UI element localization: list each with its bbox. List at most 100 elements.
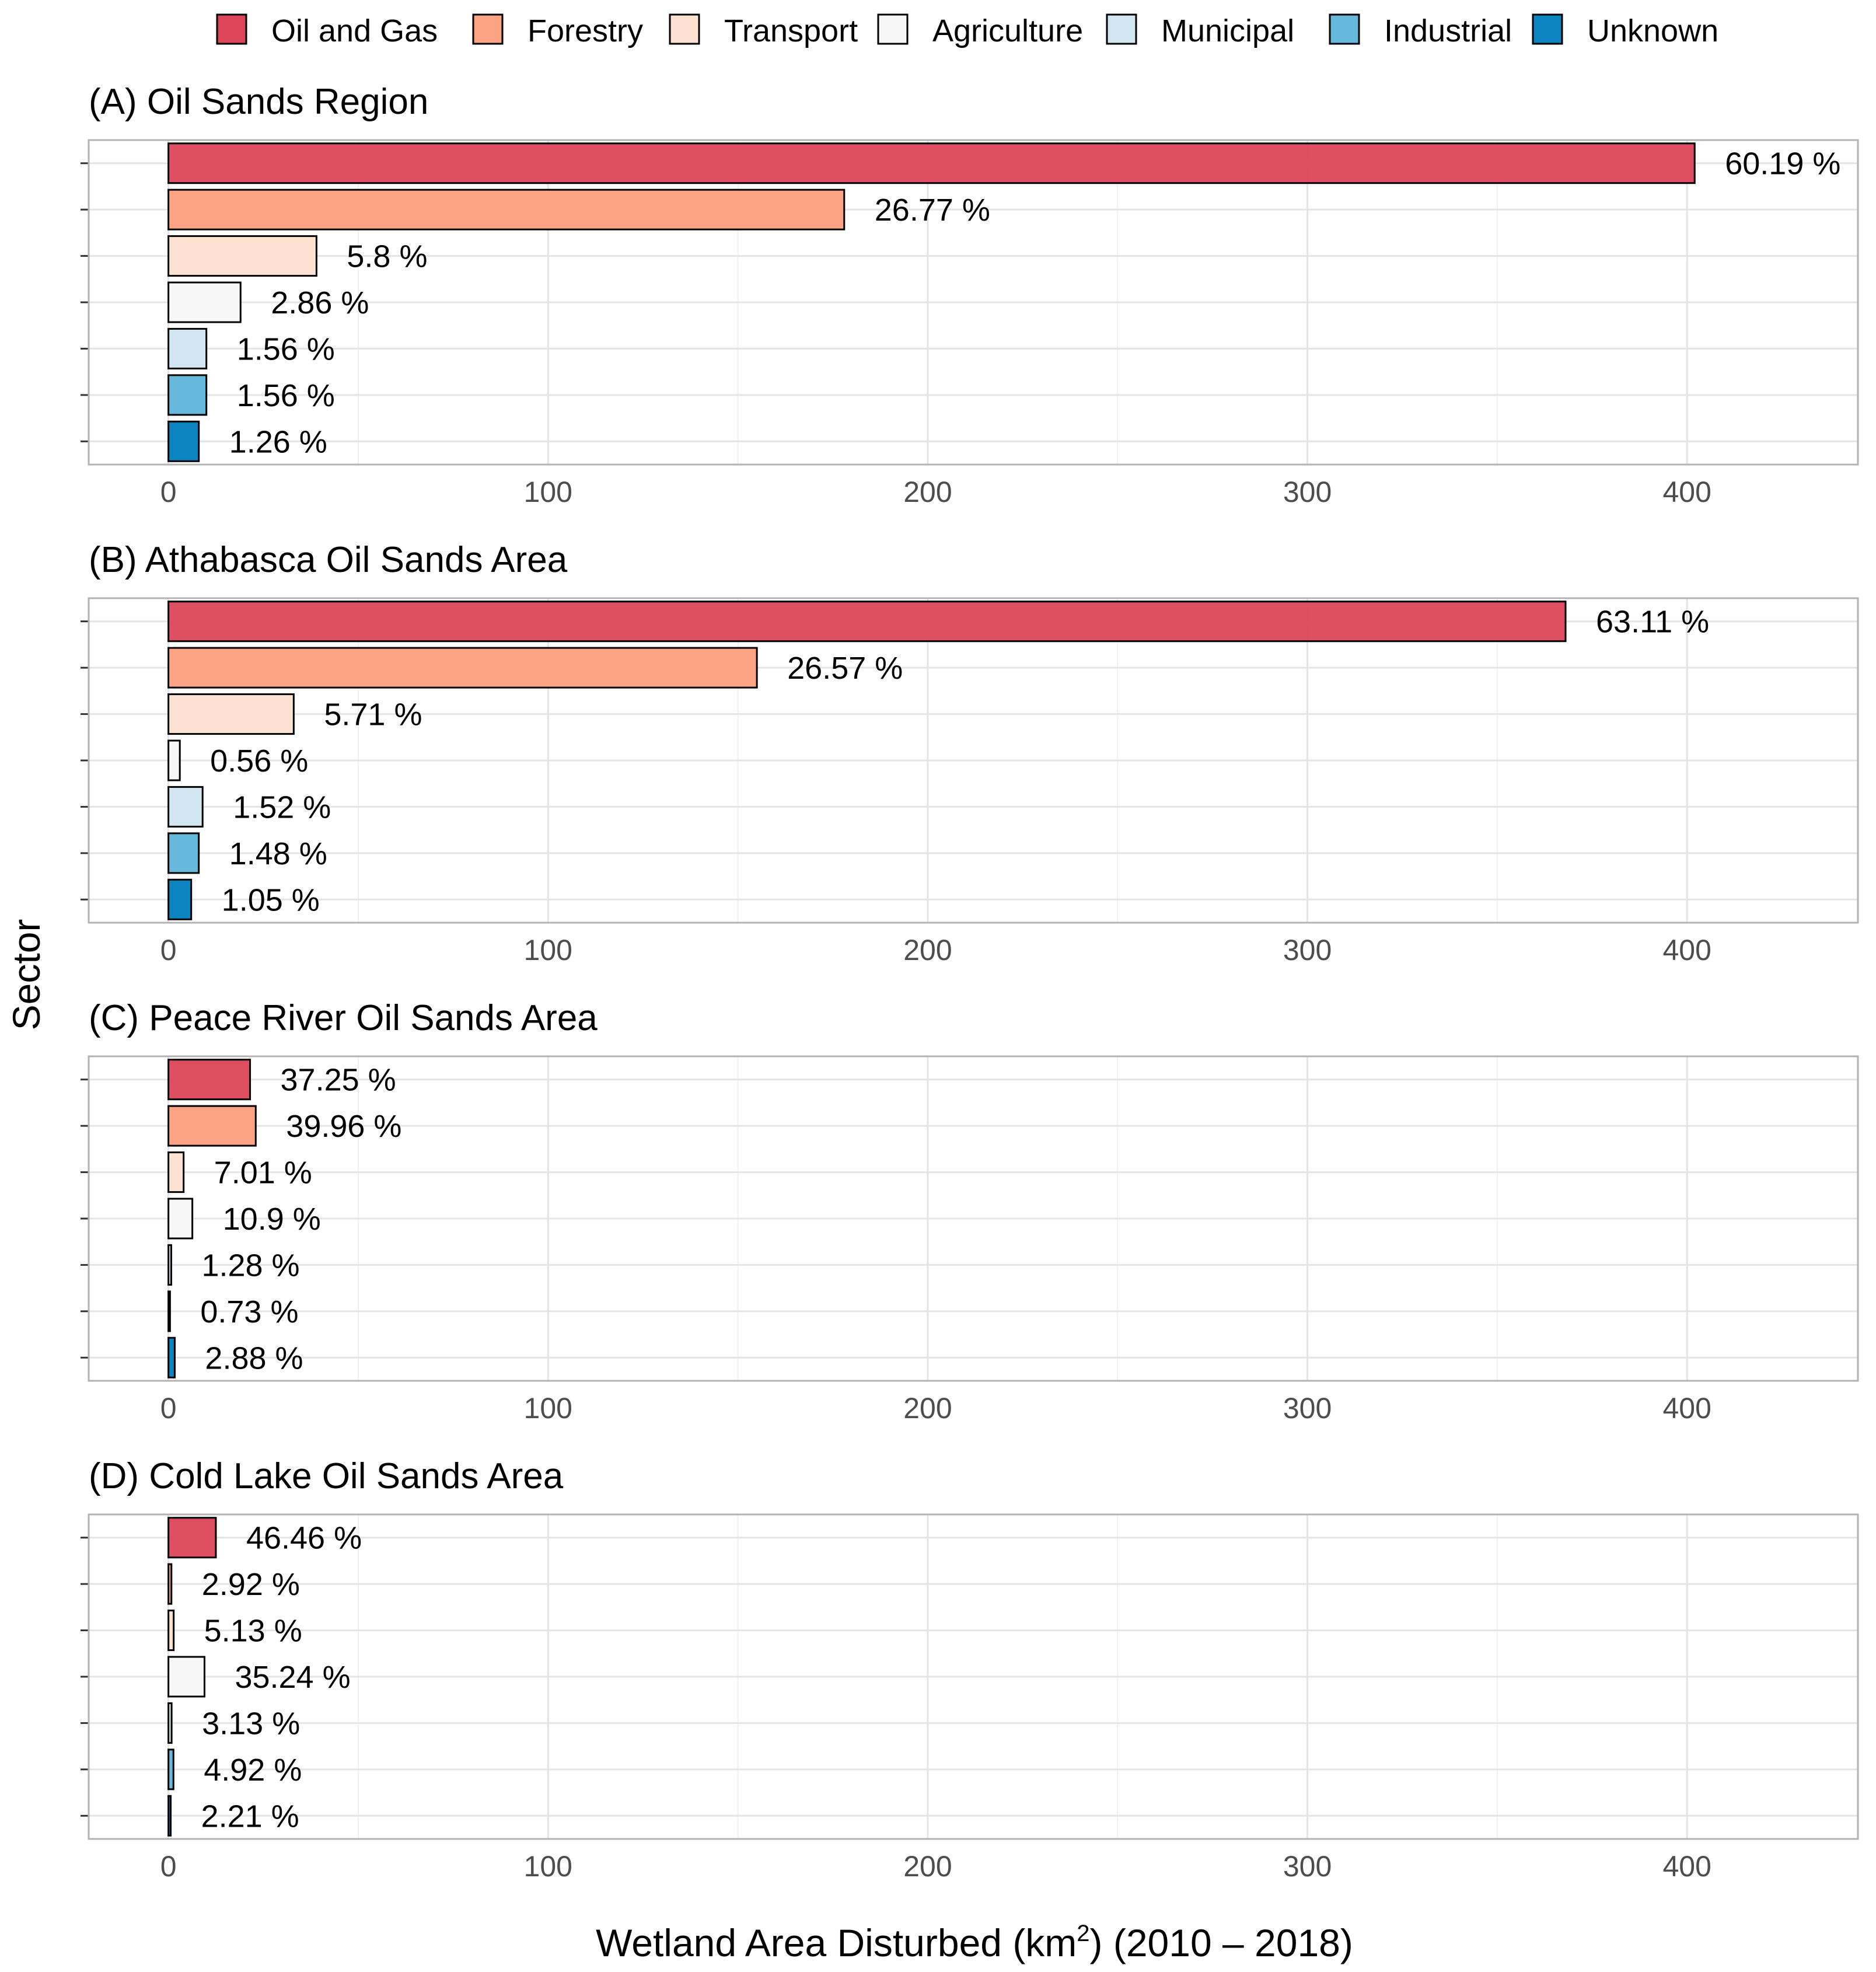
- data-label: 4.92 %: [204, 1753, 302, 1788]
- bar: [167, 739, 181, 781]
- bar: [167, 832, 200, 874]
- data-label: 63.11 %: [1596, 605, 1709, 640]
- x-tick-label: 300: [1283, 1392, 1332, 1425]
- x-tick-label: 100: [524, 1850, 572, 1883]
- y-axis-title: Sector: [5, 919, 48, 1031]
- legend-label: Industrial: [1384, 13, 1512, 48]
- data-label: 60.19 %: [1725, 146, 1840, 182]
- panel-title: (C) Peace River Oil Sands Area: [89, 998, 598, 1038]
- bar: [167, 374, 208, 416]
- bar: [167, 420, 200, 462]
- panel-border: [88, 1513, 1859, 1840]
- bar: [167, 878, 193, 920]
- data-label: 1.28 %: [201, 1248, 299, 1283]
- bar: [167, 235, 317, 277]
- data-label: 26.57 %: [787, 651, 903, 686]
- x-axis-title: Wetland Area Disturbed (km2) (2010 – 201…: [596, 1921, 1353, 1964]
- bar: [167, 1563, 173, 1605]
- data-label: 46.46 %: [246, 1521, 362, 1556]
- x-tick-label: 100: [524, 934, 572, 966]
- bar: [167, 786, 204, 828]
- bar: [167, 327, 208, 369]
- x-tick-label: 400: [1662, 1392, 1711, 1425]
- data-label: 2.86 %: [271, 285, 369, 320]
- x-tick-label: 300: [1283, 476, 1332, 508]
- x-axis-title-superscript: 2: [1077, 1921, 1089, 1946]
- data-label: 1.48 %: [229, 836, 327, 871]
- bar: [167, 1517, 217, 1559]
- legend-swatch: [216, 13, 247, 45]
- panel-title: (A) Oil Sands Region: [89, 82, 428, 122]
- data-label: 7.01 %: [214, 1156, 312, 1191]
- legend-item: Agriculture: [877, 13, 1083, 48]
- bar: [167, 1244, 172, 1286]
- data-label: 26.77 %: [875, 193, 990, 228]
- legend-item: Industrial: [1329, 13, 1512, 48]
- legend-swatch: [877, 13, 909, 45]
- data-label: 5.71 %: [324, 697, 422, 732]
- legend-item: Forestry: [472, 13, 643, 48]
- x-tick-label: 400: [1662, 934, 1711, 966]
- x-tick-label: 0: [160, 934, 177, 966]
- legend-item: Oil and Gas: [216, 13, 438, 48]
- data-label: 0.56 %: [210, 744, 308, 779]
- legend-label: Municipal: [1161, 13, 1294, 48]
- data-label: 0.73 %: [200, 1294, 298, 1329]
- panel: (B) Athabasca Oil Sands Area 63.11 % 26.57…: [81, 540, 1859, 966]
- data-label: 5.13 %: [204, 1614, 302, 1649]
- x-axis-title-tail: ) (2010 – 2018): [1090, 1921, 1353, 1964]
- x-tick-label: 0: [160, 476, 177, 508]
- legend-swatch: [669, 13, 700, 45]
- legend-item: Transport: [669, 13, 858, 48]
- x-tick-label: 400: [1662, 476, 1711, 508]
- x-tick-label: 0: [160, 1392, 177, 1425]
- legend-label: Unknown: [1587, 13, 1718, 48]
- x-tick-label: 200: [903, 1392, 952, 1425]
- bar: [167, 1610, 175, 1652]
- data-label: 5.8 %: [347, 239, 427, 274]
- panel-border: [88, 139, 1859, 466]
- panel: (C) Peace River Oil Sands Area 37.25 % 39.…: [81, 998, 1859, 1425]
- legend-label: Oil and Gas: [271, 13, 438, 48]
- legend-swatch: [1329, 13, 1360, 45]
- bar: [167, 647, 758, 689]
- x-axis-title-main: Wetland Area Disturbed (km: [596, 1921, 1077, 1964]
- data-label: 1.26 %: [229, 424, 327, 459]
- legend-label: Agriculture: [932, 13, 1083, 48]
- legend-swatch: [1532, 13, 1563, 45]
- data-label: 1.56 %: [237, 378, 335, 413]
- data-label: 1.56 %: [237, 331, 335, 367]
- x-tick-label: 200: [903, 1850, 952, 1883]
- bar: [167, 1290, 171, 1332]
- panel-border: [88, 597, 1859, 924]
- x-tick-label: 100: [524, 476, 572, 508]
- bar: [167, 601, 1567, 643]
- bar: [167, 1059, 251, 1101]
- bar: [167, 1702, 173, 1744]
- x-tick-label: 200: [903, 934, 952, 966]
- panel-border: [88, 1055, 1859, 1382]
- bar: [167, 1795, 172, 1837]
- data-label: 2.92 %: [202, 1567, 300, 1602]
- bar: [167, 1198, 194, 1240]
- data-label: 1.05 %: [222, 882, 320, 917]
- legend-label: Forestry: [527, 13, 643, 48]
- x-tick-label: 100: [524, 1392, 572, 1425]
- bar: [167, 693, 295, 735]
- legend-swatch: [472, 13, 504, 45]
- x-tick-label: 0: [160, 1850, 177, 1883]
- x-tick-label: 300: [1283, 934, 1332, 966]
- bar: [167, 189, 846, 231]
- legend-item: Unknown: [1532, 13, 1718, 48]
- data-label: 10.9 %: [223, 1202, 321, 1237]
- legend-label: Transport: [724, 13, 858, 48]
- bar: [167, 1748, 174, 1790]
- x-tick-label: 400: [1662, 1850, 1711, 1883]
- legend: Oil and Gas Forestry Transport Agriculture M…: [216, 13, 1718, 48]
- data-label: 2.21 %: [201, 1799, 299, 1834]
- panel-title: (B) Athabasca Oil Sands Area: [89, 540, 568, 580]
- data-label: 35.24 %: [235, 1660, 350, 1695]
- legend-item: Municipal: [1106, 13, 1294, 48]
- bar: [167, 1656, 205, 1698]
